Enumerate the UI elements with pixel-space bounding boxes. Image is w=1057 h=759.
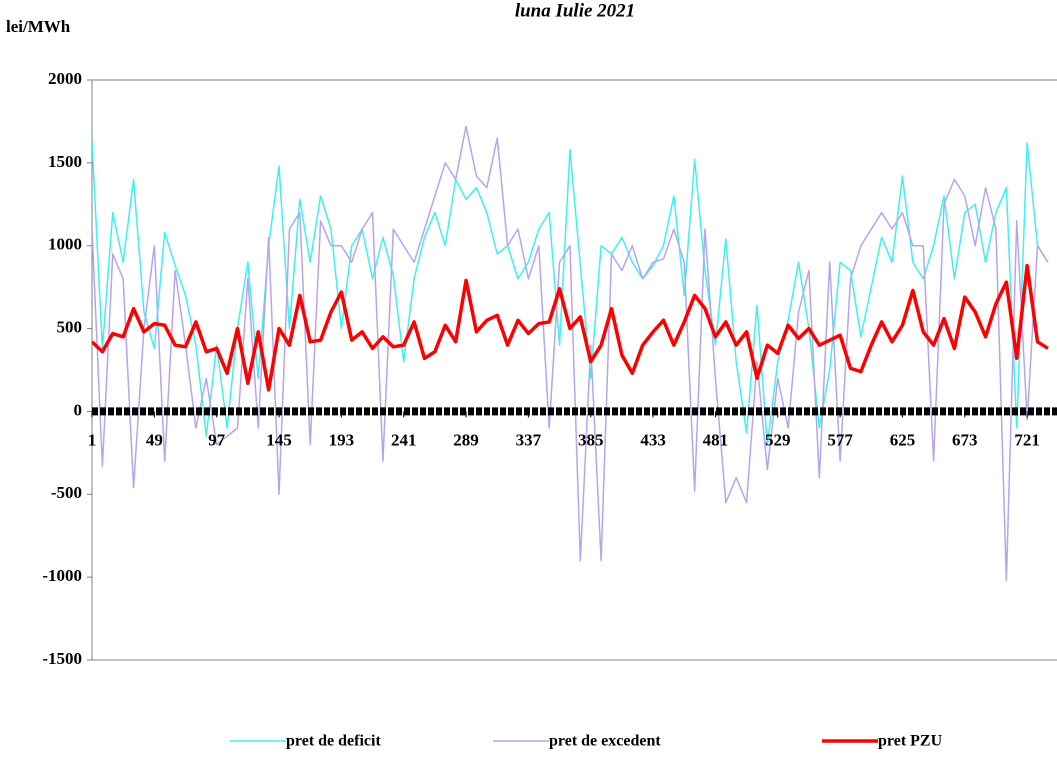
x-tick-label: 97 [208, 430, 226, 449]
x-tick-label: 193 [329, 430, 355, 449]
x-tick-label: 577 [827, 430, 853, 449]
line-series [92, 141, 1049, 446]
y-tick-label: 2000 [48, 69, 82, 88]
legend-label: pret de excedent [549, 733, 661, 750]
line-series [92, 125, 1049, 582]
y-tick-label: -1000 [42, 566, 82, 585]
x-tick-label: 481 [703, 430, 729, 449]
x-tick-label: 673 [952, 430, 978, 449]
x-tick-label: 385 [578, 430, 604, 449]
y-tick-label: -1500 [42, 649, 82, 668]
y-tick-label: 1000 [48, 235, 82, 254]
x-tick-label: 1 [88, 430, 97, 449]
y-axis-label: lei/MWh [6, 17, 71, 36]
x-tick-label: 49 [146, 430, 163, 449]
y-tick-label: 0 [74, 400, 83, 419]
x-tick-label: 529 [765, 430, 791, 449]
x-tick-label: 625 [890, 430, 916, 449]
y-tick-label: -500 [51, 483, 82, 502]
line-series [92, 263, 1049, 392]
plot-frame [91, 79, 1057, 661]
plot-area [92, 125, 1049, 582]
x-tick-label: 433 [640, 430, 666, 449]
legend-label: pret PZU [878, 733, 943, 750]
x-tick-label: 289 [453, 430, 479, 449]
x-tick-label: 241 [391, 430, 417, 449]
legend-label: pret de deficit [286, 733, 381, 750]
y-tick-label: 1500 [48, 152, 82, 171]
x-tick-label: 337 [516, 430, 542, 449]
chart-title: luna Iulie 2021 [515, 0, 635, 21]
y-tick-label: 500 [57, 317, 83, 336]
x-tick-label: 145 [266, 430, 292, 449]
x-tick-label: 721 [1014, 430, 1040, 449]
